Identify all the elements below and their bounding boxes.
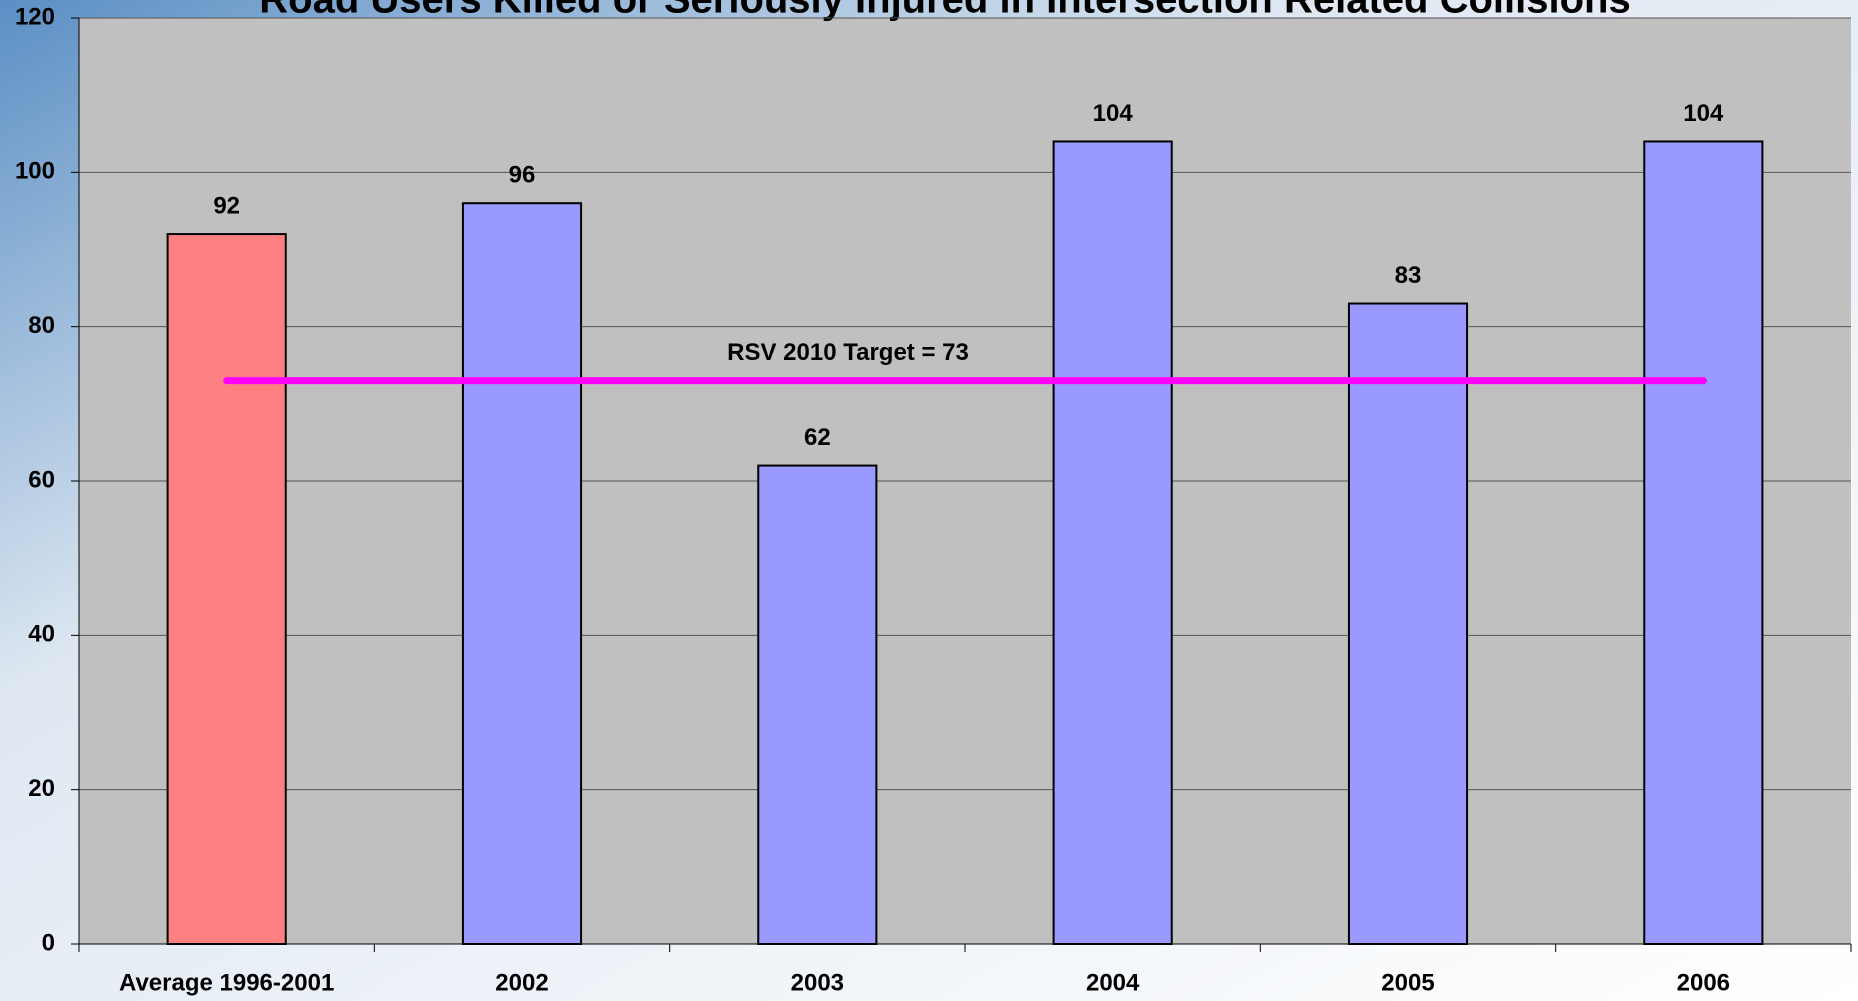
x-tick-label: 2002 — [495, 969, 548, 996]
bar — [1052, 140, 1173, 945]
chart-title: Road Users Killed or Seriously Injured i… — [259, 0, 1630, 22]
value-label: 96 — [509, 162, 536, 189]
y-tick-label: 40 — [28, 621, 55, 648]
x-tick-label: 2004 — [1086, 969, 1140, 996]
x-tick-label: 2005 — [1381, 969, 1434, 996]
bar — [757, 464, 878, 945]
value-label: 104 — [1683, 100, 1724, 127]
y-tick-label: 100 — [15, 158, 55, 185]
y-tick-label: 80 — [28, 312, 55, 339]
x-tick-label: Average 1996-2001 — [119, 969, 334, 996]
bar — [1347, 302, 1469, 945]
target-label: RSV 2010 Target = 73 — [727, 339, 969, 366]
x-tick-label: 2003 — [791, 969, 844, 996]
y-tick-label: 20 — [28, 775, 55, 802]
bar — [1643, 140, 1764, 945]
value-label: 92 — [213, 192, 240, 219]
value-label: 83 — [1395, 262, 1422, 289]
bar — [166, 233, 287, 946]
bar — [461, 202, 583, 945]
y-tick-label: 0 — [42, 929, 55, 956]
value-label: 104 — [1093, 100, 1134, 127]
y-tick-label: 120 — [15, 3, 55, 30]
x-tick-label: 2006 — [1677, 969, 1730, 996]
value-label: 62 — [804, 424, 831, 451]
y-tick-label: 60 — [28, 466, 55, 493]
